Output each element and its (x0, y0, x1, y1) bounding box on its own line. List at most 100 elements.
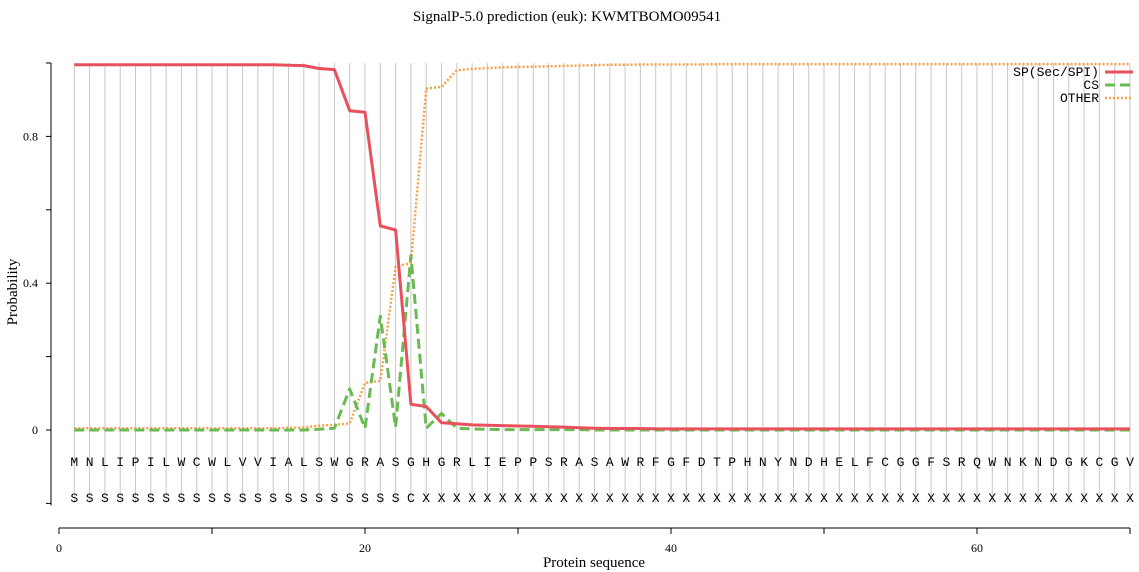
y-tick-label: 0.4 (23, 276, 38, 290)
x-axis-label: Protein sequence (543, 555, 645, 571)
sequence-residue: N (1004, 455, 1012, 470)
sequence-residue: L (851, 455, 859, 470)
residue-label: X (744, 491, 752, 506)
residue-label: X (881, 491, 889, 506)
axes: 0 0.4 0.8 0 20 40 60 (23, 62, 1131, 555)
sequence-residue: N (759, 455, 767, 470)
residue-grid (73, 63, 1131, 504)
residue-label: X (973, 491, 981, 506)
legend-label: SP(Sec/SPI) (1013, 65, 1099, 80)
sequence-residue: K (1080, 455, 1088, 470)
residue-label: X (636, 491, 644, 506)
series-lines (74, 62, 1130, 432)
residue-label: X (835, 491, 843, 506)
x-tick-label: 0 (56, 541, 62, 555)
sequence-residue: D (805, 455, 813, 470)
sequence-residue: H (744, 455, 752, 470)
residue-label: S (147, 491, 155, 506)
sequence-residue: R (560, 455, 568, 470)
residue-label: S (361, 491, 369, 506)
residue-label: X (805, 491, 813, 506)
residue-label: X (621, 491, 629, 506)
sequence-residue: Y (774, 455, 782, 470)
sequence-residue: E (499, 455, 507, 470)
residue-label: S (269, 491, 277, 506)
sequence-residue: P (132, 455, 140, 470)
sequence-residue: F (927, 455, 935, 470)
series-line-sp-sec-spi (74, 63, 1130, 431)
residue-label: X (1126, 491, 1134, 506)
sequence-residue: N (789, 455, 797, 470)
residue-label: S (193, 491, 201, 506)
sequence-residue: G (667, 455, 675, 470)
sequence-residue: A (285, 455, 293, 470)
sequence-residue: W (330, 455, 338, 470)
sequence-residue: G (912, 455, 920, 470)
residue-label: X (927, 491, 935, 506)
residue-label: S (315, 491, 323, 506)
residue-label: X (453, 491, 461, 506)
residue-label: X (1065, 491, 1073, 506)
series-line-other (74, 62, 1130, 430)
residue-label: X (1034, 491, 1042, 506)
y-axis-label: Probability (5, 258, 21, 325)
residue-label: X (958, 491, 966, 506)
residue-label: X (713, 491, 721, 506)
sequence-residue: V (1126, 455, 1134, 470)
residue-label: X (468, 491, 476, 506)
sequence-residue: R (453, 455, 461, 470)
sequence-residue: G (438, 455, 446, 470)
residue-label: X (1050, 491, 1058, 506)
sequence-residue: I (269, 455, 277, 470)
residue-label: X (514, 491, 522, 506)
residue-label: X (652, 491, 660, 506)
residue-label: X (789, 491, 797, 506)
sequence-residue: M (70, 455, 78, 470)
sequence-residue: D (698, 455, 706, 470)
sequence-residue: I (483, 455, 491, 470)
sequence-residue: N (1034, 455, 1042, 470)
sequence-residue: R (361, 455, 369, 470)
residue-label: S (132, 491, 140, 506)
sequence-residue: L (223, 455, 231, 470)
sequence-residue: Q (973, 455, 981, 470)
residue-label: X (667, 491, 675, 506)
series-line-cs (74, 254, 1130, 432)
residue-label: S (392, 491, 400, 506)
residue-label: X (606, 491, 614, 506)
residue-label: X (1004, 491, 1012, 506)
x-tick-label: 40 (665, 541, 677, 555)
legend-label: OTHER (1060, 91, 1099, 106)
residue-label: S (86, 491, 94, 506)
sequence-residue: F (682, 455, 690, 470)
sequence-residue: K (1019, 455, 1027, 470)
sequence-residue: S (315, 455, 323, 470)
residue-label: S (70, 491, 78, 506)
sequence-residue: G (407, 455, 415, 470)
residue-label: S (254, 491, 262, 506)
residue-label: X (422, 491, 430, 506)
sequence-residue: W (177, 455, 185, 470)
residue-label: S (346, 491, 354, 506)
x-tick-label: 20 (359, 541, 371, 555)
sequence-residue: P (514, 455, 522, 470)
residue-label: X (499, 491, 507, 506)
residue-label: X (1095, 491, 1103, 506)
sequence-residue: V (239, 455, 247, 470)
residue-label: S (300, 491, 308, 506)
residue-label: X (575, 491, 583, 506)
residue-label: S (116, 491, 124, 506)
sequence-residue: C (881, 455, 889, 470)
sequence-residue: W (988, 455, 996, 470)
residue-label: X (942, 491, 950, 506)
sequence-residue: G (1111, 455, 1119, 470)
chart-title: SignalP-5.0 prediction (euk): KWMTBOMO09… (413, 9, 721, 25)
residue-label: X (682, 491, 690, 506)
residue-label: X (820, 491, 828, 506)
x-tick-label: 60 (971, 541, 983, 555)
sequence-residue: S (392, 455, 400, 470)
residue-label: S (330, 491, 338, 506)
y-tick-label: 0 (32, 423, 38, 437)
